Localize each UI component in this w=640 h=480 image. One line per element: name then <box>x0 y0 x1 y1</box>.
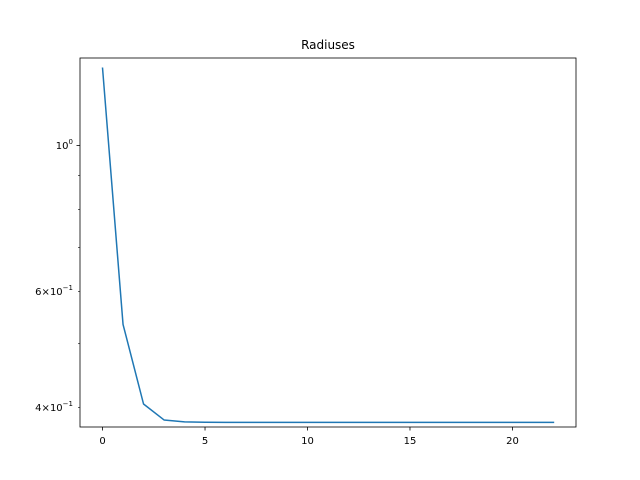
y-tick-label: 100 <box>56 138 73 152</box>
plot-frame <box>79 57 577 428</box>
y-tick-times: × <box>42 287 50 298</box>
series-layer <box>101 67 555 424</box>
x-tick-label: 5 <box>202 436 208 447</box>
y-tick-exponent: 0 <box>69 138 73 146</box>
x-tick-label: 20 <box>506 436 519 447</box>
y-tick-base: 10 <box>50 287 63 298</box>
y-tick-mantissa: 6 <box>35 287 41 298</box>
chart-title: Radiuses <box>301 38 355 52</box>
series-line-0 <box>101 67 555 424</box>
x-tick-label: 15 <box>404 436 417 447</box>
y-tick-mantissa: 4 <box>35 403 41 414</box>
y-tick-label: 6×10−1 <box>35 284 73 298</box>
y-tick-exponent: −1 <box>63 400 73 408</box>
x-axis: 0 5 10 15 20 <box>99 427 519 447</box>
y-tick-times: × <box>42 403 50 414</box>
y-tick-label: 4×10−1 <box>35 400 73 414</box>
y-tick-base: 10 <box>56 141 69 152</box>
x-tick-label: 0 <box>99 436 105 447</box>
y-tick-exponent: −1 <box>63 284 73 292</box>
x-tick-label: 10 <box>301 436 314 447</box>
y-tick-base: 10 <box>50 403 63 414</box>
